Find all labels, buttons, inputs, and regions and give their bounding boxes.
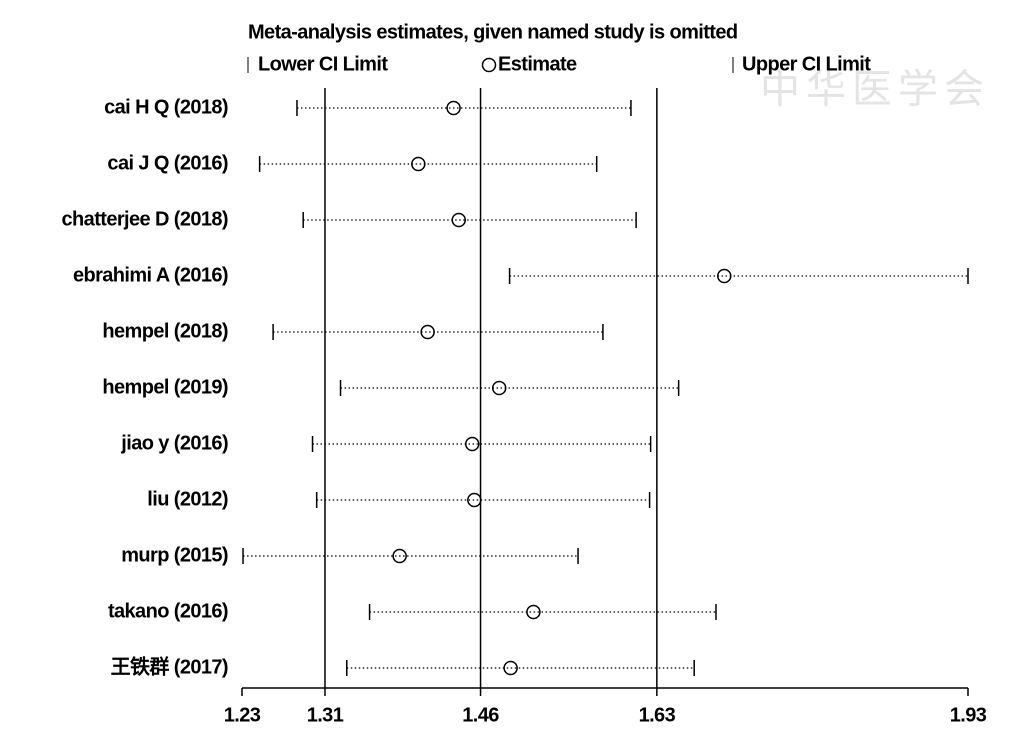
- estimate: [392, 548, 407, 564]
- watermark: 中华医学会: [760, 68, 990, 112]
- y-tick-label: cai J Q (2016): [107, 152, 228, 174]
- y-tick-label: liu (2012): [147, 488, 228, 510]
- y-tick-label: takano (2016): [108, 600, 228, 622]
- estimate: [503, 660, 518, 676]
- y-tick-label: 王铁群 (2017): [111, 654, 228, 678]
- y-tick-label: hempel (2019): [102, 376, 228, 398]
- legend-symbol: [481, 57, 497, 73]
- y-tick-label: cai H Q (2018): [104, 96, 228, 118]
- y-tick-label: hempel (2018): [102, 320, 228, 342]
- y-tick-label: murp (2015): [121, 544, 228, 566]
- chart-title: Meta-analysis estimates, given named stu…: [248, 21, 737, 43]
- y-tick-label: ebrahimi A (2016): [73, 264, 228, 286]
- x-tick-label: 1.93: [950, 704, 987, 726]
- estimate: [446, 100, 461, 116]
- estimate: [491, 380, 507, 396]
- x-tick-label: 1.31: [307, 704, 344, 726]
- y-tick-label: jiao y (2016): [120, 432, 228, 454]
- estimate: [717, 268, 732, 284]
- estimate: [464, 436, 480, 452]
- estimate: [411, 156, 426, 172]
- estimate: [420, 324, 435, 340]
- estimate: [526, 604, 541, 620]
- legend-label: Estimate: [498, 53, 577, 75]
- x-tick-label: 1.63: [639, 704, 676, 726]
- legend-label: Upper CI Limit: [742, 53, 871, 75]
- estimate: [467, 492, 482, 508]
- x-tick-label: 1.46: [462, 704, 499, 726]
- estimate: [451, 212, 467, 228]
- x-tick-label: 1.23: [224, 704, 261, 726]
- legend-label: Lower CI Limit: [258, 53, 388, 75]
- y-tick-label: chatterjee D (2018): [62, 208, 228, 230]
